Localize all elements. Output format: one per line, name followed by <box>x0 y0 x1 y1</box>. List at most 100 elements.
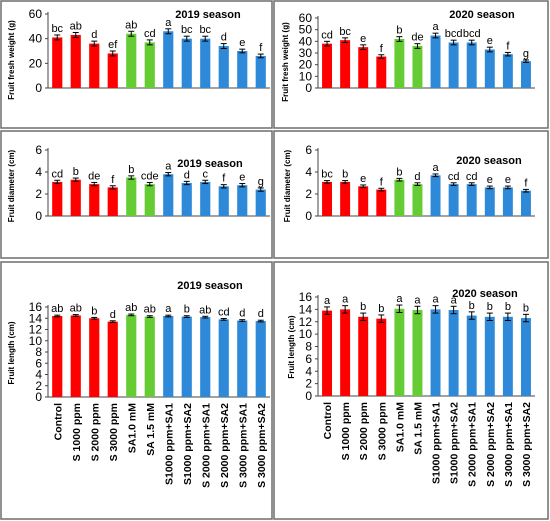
bar <box>70 315 81 397</box>
y-tick-label: 0 <box>35 390 42 404</box>
x-tick-label: S1000 ppm+SA2 <box>449 402 461 484</box>
y-axis-label: Fruit diameter (cm) <box>7 149 16 222</box>
y-tick-label: 12 <box>29 323 43 337</box>
y-axis-label: Fruit diameter (cm) <box>283 149 292 222</box>
significance-label: a <box>414 294 421 306</box>
significance-label: b <box>184 304 190 316</box>
bar <box>484 316 495 396</box>
bar <box>126 177 137 216</box>
significance-label: b <box>505 301 511 313</box>
y-tick-label: 16 <box>299 290 313 304</box>
bar <box>237 185 248 216</box>
y-axis-label: Fruit length (cm) <box>287 315 296 378</box>
y-tick-label: 20 <box>299 58 313 72</box>
significance-label: bcd <box>445 28 463 40</box>
bar <box>358 47 369 88</box>
chart-weight-2019: 0 20 40 60 2019 season Fruit fresh weight (g)… <box>7 7 270 100</box>
significance-label: cd <box>321 29 333 41</box>
significance-label: cd <box>218 307 230 319</box>
significance-label: e <box>505 174 511 186</box>
y-tick-label: 6 <box>305 352 312 366</box>
y-tick-label: 4 <box>305 364 312 378</box>
y-tick-label: 12 <box>299 315 313 329</box>
significance-label: ab <box>144 304 156 316</box>
bar <box>376 56 387 88</box>
bar <box>502 54 513 88</box>
chart-title: 2019 season <box>177 158 243 170</box>
bar <box>181 316 192 397</box>
y-tick-label: 4 <box>305 165 312 179</box>
significance-label: a <box>165 17 172 29</box>
x-tick-label: S1000 ppm+SA1 <box>163 403 175 485</box>
significance-label: d <box>239 308 245 320</box>
bar <box>394 39 405 88</box>
x-tick-label: S 3000 ppm+SA1 <box>237 403 249 488</box>
bar <box>237 51 248 88</box>
y-tick-label: 60 <box>299 11 313 25</box>
bar <box>448 184 459 216</box>
bar <box>126 33 137 88</box>
significance-label: g <box>523 48 529 60</box>
significance-label: d <box>414 171 420 183</box>
bar <box>412 309 423 396</box>
bar <box>448 42 459 88</box>
significance-label: a <box>451 294 458 306</box>
significance-label: e <box>487 174 493 186</box>
significance-label: cd <box>51 168 63 180</box>
significance-label: b <box>342 169 348 181</box>
y-tick-label: 0 <box>305 209 312 223</box>
y-tick-label: 0 <box>305 81 312 95</box>
y-tick-label: 16 <box>29 300 43 314</box>
chart-title: 2020 season <box>456 155 522 167</box>
bar <box>237 320 248 397</box>
significance-label: e <box>239 37 245 49</box>
bar <box>89 184 100 216</box>
bar <box>502 316 513 396</box>
bar <box>107 321 118 397</box>
bar <box>218 319 229 397</box>
bar <box>52 181 63 216</box>
bar <box>430 175 441 216</box>
x-tick-label: SA1.0 mM <box>126 403 138 453</box>
significance-label: ab <box>125 19 137 31</box>
y-tick-label: 4 <box>35 165 42 179</box>
y-axis-label: Fruit length (cm) <box>7 321 16 384</box>
significance-label: f <box>111 174 115 186</box>
significance-label: b <box>128 164 134 176</box>
bar <box>394 308 405 396</box>
bar <box>89 318 100 397</box>
frame-weight-2019 <box>0 0 273 129</box>
x-tick-label: S 3000 ppm <box>108 403 120 461</box>
significance-label: ab <box>70 303 82 315</box>
y-tick-label: 8 <box>305 340 312 354</box>
significance-label: bc <box>199 24 211 36</box>
x-tick-label: S 2000 ppm+SA2 <box>219 403 231 488</box>
bar <box>394 179 405 216</box>
chart-title: 2019 season <box>175 9 241 21</box>
x-tick-label: S 3000 ppm+SA2 <box>256 403 268 488</box>
x-tick-label: S 2000 ppm+SA1 <box>200 403 212 488</box>
bar <box>376 189 387 216</box>
significance-label: b <box>91 305 97 317</box>
bar <box>200 38 211 88</box>
significance-label: b <box>378 303 384 315</box>
bar <box>412 184 423 216</box>
x-tick-label: Control <box>322 402 334 439</box>
chart-title: 2020 season <box>449 9 515 21</box>
significance-label: b <box>487 301 493 313</box>
significance-label: f <box>259 42 263 54</box>
x-tick-label: SA 1.5 mM <box>145 403 157 456</box>
significance-label: bc <box>321 169 333 181</box>
significance-label: f <box>506 40 510 52</box>
y-tick-label: 20 <box>29 56 43 70</box>
significance-label: e <box>360 33 366 45</box>
bar <box>144 184 155 216</box>
bar <box>144 316 155 397</box>
y-tick-label: 10 <box>299 69 313 83</box>
x-tick-label: S 3000 ppm+SA2 <box>521 402 533 487</box>
y-tick-label: 2 <box>35 379 42 393</box>
